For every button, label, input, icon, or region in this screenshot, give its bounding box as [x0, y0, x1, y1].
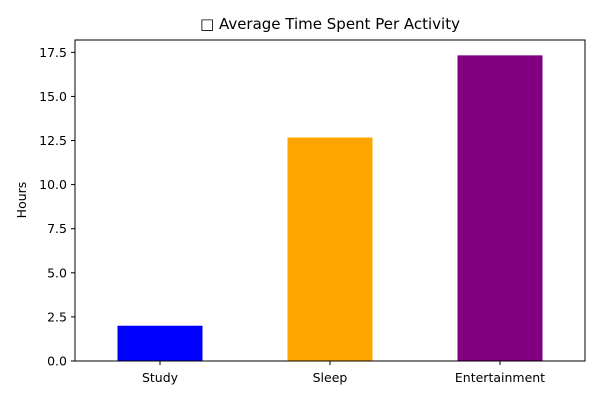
y-tick-label: 17.5	[39, 45, 67, 60]
bar-entertainment	[457, 55, 543, 361]
y-tick-label: 15.0	[39, 89, 67, 104]
x-tick-label: Entertainment	[455, 370, 545, 385]
bars-layer	[117, 55, 543, 361]
plot-frame	[74, 39, 586, 362]
x-tick-label: Study	[142, 370, 179, 385]
y-axis-label: Hours	[14, 182, 29, 219]
chart-title: □ Average Time Spent Per Activity	[200, 15, 460, 33]
bar-sleep	[287, 137, 373, 361]
x-tick-label: Sleep	[313, 370, 348, 385]
y-tick-label: 0.0	[47, 354, 67, 369]
y-tick-label: 12.5	[39, 133, 67, 148]
y-tick-label: 2.5	[47, 309, 67, 324]
y-tick-label: 10.0	[39, 177, 67, 192]
axes-layer: Study Sleep Entertainment 0.0 2.5 5.0 7.5 10.0 1…	[39, 39, 586, 385]
bar-study	[117, 325, 203, 361]
y-tick-label: 5.0	[47, 265, 67, 280]
y-tick-label: 7.5	[47, 221, 67, 236]
